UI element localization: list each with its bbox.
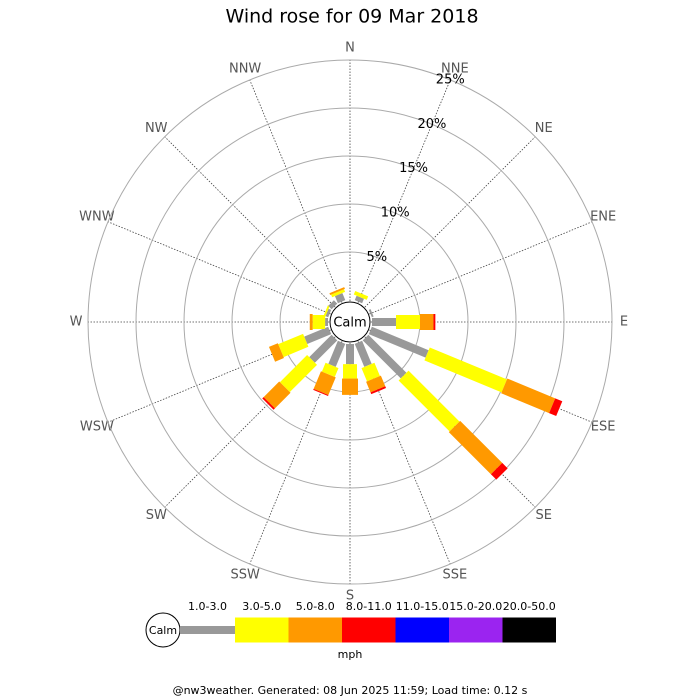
wind-bar	[354, 295, 364, 304]
chart-title: Wind rose for 09 Mar 2018	[225, 6, 478, 28]
direction-label: ESE	[591, 419, 616, 434]
wind-bar	[396, 315, 420, 329]
footer: @nw3weather. Generated: 08 Jun 2025 11:5…	[173, 684, 528, 697]
wind-bar	[328, 300, 338, 310]
wind-bar	[343, 364, 357, 379]
radial-line	[249, 79, 351, 323]
wind-bar	[362, 334, 407, 379]
legend-label: 15.0-20.0	[449, 600, 502, 613]
grid-ring	[183, 155, 517, 489]
legend-swatch	[342, 617, 396, 643]
legend-label: 8.0-11.0	[346, 600, 392, 613]
legend-label: 5.0-8.0	[296, 600, 335, 613]
wind-bar	[334, 293, 346, 304]
wind-bar	[322, 305, 330, 319]
wind-bar	[278, 333, 309, 358]
wind-bar	[325, 308, 332, 318]
direction-label: NW	[145, 121, 168, 136]
direction-label: N	[345, 41, 355, 56]
direction-label: ENE	[590, 210, 616, 225]
wind-bar	[321, 362, 339, 377]
radial-line	[349, 221, 593, 323]
ring-label: 10%	[381, 205, 410, 220]
wind-bar	[263, 381, 291, 409]
wind-bar	[433, 314, 436, 330]
wind-bar	[354, 340, 372, 367]
legend-calm-label: Calm	[149, 624, 177, 637]
legend-swatch	[235, 617, 289, 643]
legend-swatch	[502, 617, 556, 643]
radial-line	[349, 136, 536, 323]
wind-bar	[366, 375, 386, 393]
direction-label: SSW	[230, 568, 260, 583]
wind-bar	[372, 318, 396, 326]
ring-label: 25%	[436, 72, 465, 87]
wind-bar	[304, 326, 332, 345]
legend-label: 20.0-50.0	[503, 600, 556, 613]
direction-label: NNW	[229, 61, 261, 76]
grid-ring	[87, 59, 613, 585]
wind-bar	[353, 291, 369, 300]
direction-label: NE	[535, 121, 553, 136]
wind-bar	[262, 397, 275, 410]
wind-bar	[346, 344, 354, 365]
wind-bar	[309, 314, 313, 330]
calm-label: Calm	[333, 316, 366, 331]
wind-bar	[313, 371, 336, 396]
wind-bar	[325, 318, 328, 326]
ring-label: 15%	[399, 161, 428, 176]
wind-bar	[361, 362, 380, 382]
calm-circle	[329, 301, 371, 343]
wind-bar	[398, 370, 460, 432]
wind-bar	[549, 398, 563, 417]
direction-label: SW	[146, 508, 167, 523]
radial-line	[107, 221, 351, 323]
direction-label: SE	[536, 508, 552, 523]
direction-label: WSW	[80, 419, 114, 434]
wind-bar	[279, 355, 317, 393]
wind-bar	[328, 340, 346, 367]
wind-bar	[501, 378, 556, 414]
grid-ring	[135, 107, 565, 537]
direction-label: NNE	[441, 61, 469, 76]
legend-swatch	[180, 626, 235, 634]
wind-bar	[368, 309, 374, 318]
wind-bar	[448, 420, 503, 475]
legend-label: 1.0-3.0	[188, 600, 227, 613]
wind-bar	[370, 386, 387, 395]
direction-label: WNW	[79, 210, 115, 225]
ring-label: 20%	[417, 117, 446, 132]
wind-bar	[420, 314, 434, 330]
direction-label: W	[70, 315, 83, 330]
wind-bar	[490, 462, 508, 480]
direction-label: S	[346, 589, 354, 604]
legend-swatch	[449, 617, 503, 643]
wind-bar	[424, 347, 507, 393]
wind-bar	[329, 287, 345, 295]
grid-ring	[231, 203, 469, 441]
wind-bar	[268, 343, 284, 362]
direction-label: SSE	[442, 568, 467, 583]
legend-swatch	[288, 617, 342, 643]
legend-label: 11.0-15.0	[396, 600, 449, 613]
wind-bar	[368, 326, 429, 358]
direction-label: E	[620, 315, 628, 330]
unit-label: mph	[338, 648, 363, 661]
wind-bar	[312, 315, 326, 329]
wind-bar	[331, 289, 346, 298]
legend-swatch	[395, 617, 449, 643]
wind-bar	[342, 378, 358, 395]
legend-label: 3.0-5.0	[242, 600, 281, 613]
radial-line	[164, 136, 351, 323]
ring-label: 5%	[366, 250, 387, 265]
wind-bar	[309, 334, 338, 363]
wind-bar	[313, 388, 329, 396]
